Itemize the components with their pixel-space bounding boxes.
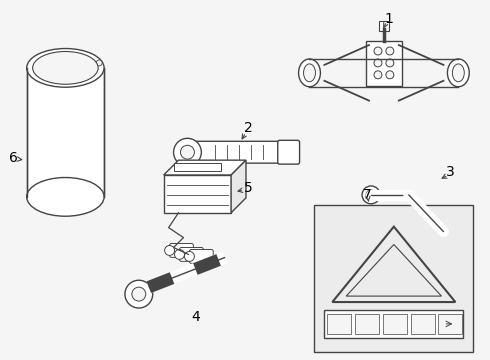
Circle shape <box>362 186 380 204</box>
Ellipse shape <box>447 59 469 87</box>
Circle shape <box>374 47 382 55</box>
Circle shape <box>132 287 146 301</box>
Bar <box>383 314 407 334</box>
Circle shape <box>374 59 382 67</box>
Text: 6: 6 <box>9 151 18 165</box>
Circle shape <box>374 71 382 79</box>
FancyBboxPatch shape <box>179 247 203 261</box>
Ellipse shape <box>26 177 104 216</box>
Ellipse shape <box>298 59 320 87</box>
Circle shape <box>125 280 153 308</box>
Text: 1: 1 <box>385 12 393 26</box>
Circle shape <box>173 138 201 166</box>
Ellipse shape <box>26 49 104 87</box>
Circle shape <box>96 60 102 66</box>
Bar <box>315 205 473 352</box>
FancyBboxPatch shape <box>190 249 213 264</box>
Ellipse shape <box>303 64 316 82</box>
Circle shape <box>184 251 195 261</box>
Polygon shape <box>164 160 246 175</box>
Bar <box>324 310 464 338</box>
Bar <box>355 314 379 334</box>
Bar <box>173 163 221 171</box>
Text: 4: 4 <box>191 310 200 324</box>
Bar <box>411 314 435 334</box>
Polygon shape <box>231 160 246 213</box>
Circle shape <box>366 190 376 200</box>
Bar <box>366 41 402 86</box>
Bar <box>164 175 231 213</box>
FancyBboxPatch shape <box>170 243 194 257</box>
Text: 5: 5 <box>244 181 252 195</box>
Text: 3: 3 <box>446 165 455 179</box>
Circle shape <box>180 145 195 159</box>
Ellipse shape <box>452 64 465 82</box>
Text: 7: 7 <box>363 188 371 202</box>
Circle shape <box>386 59 394 67</box>
Circle shape <box>386 47 394 55</box>
Bar <box>439 314 462 334</box>
FancyBboxPatch shape <box>182 141 288 163</box>
Text: 2: 2 <box>244 121 252 135</box>
Bar <box>26 68 104 196</box>
Bar <box>379 21 389 31</box>
Circle shape <box>165 246 174 255</box>
Circle shape <box>386 71 394 79</box>
FancyBboxPatch shape <box>278 140 299 164</box>
Ellipse shape <box>33 51 98 84</box>
Circle shape <box>174 249 184 260</box>
Bar <box>327 314 351 334</box>
